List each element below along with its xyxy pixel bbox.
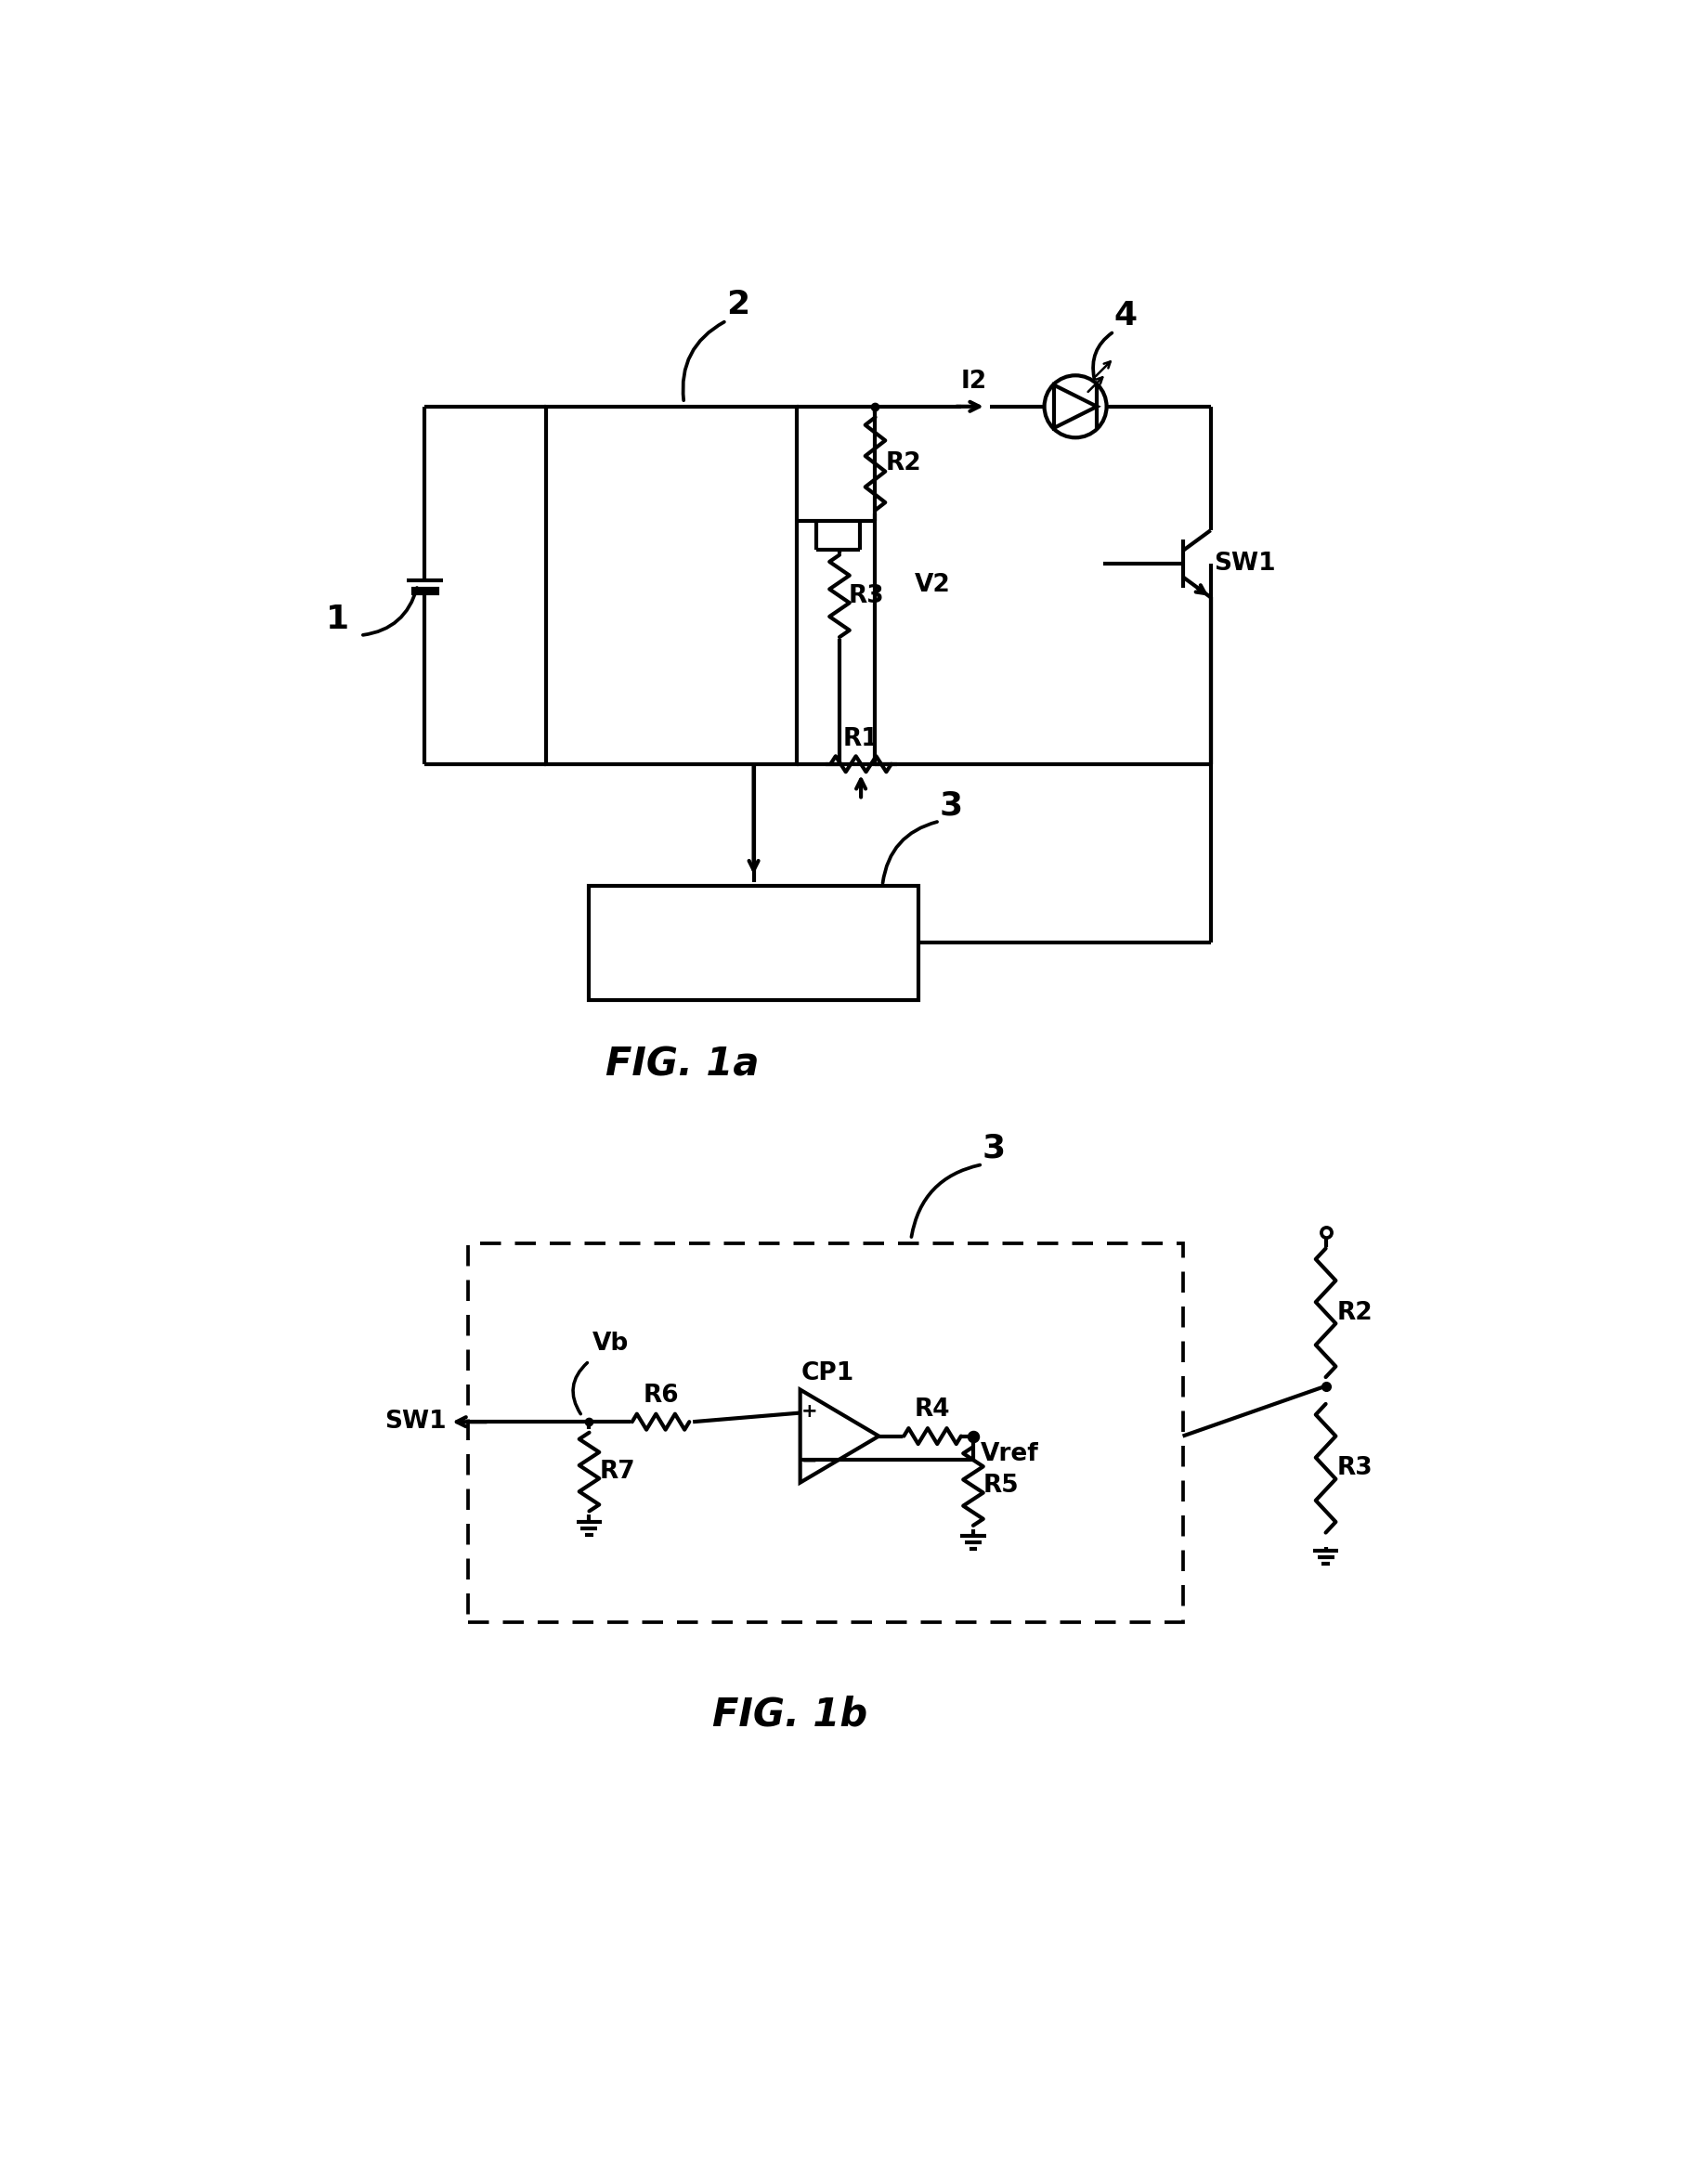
Text: R2: R2	[1337, 1302, 1373, 1326]
Text: V2: V2	[914, 572, 951, 598]
Text: 3: 3	[982, 1133, 1006, 1164]
Bar	[467, 1243, 1183, 1623]
Text: −: −	[801, 1452, 818, 1470]
Text: R7: R7	[598, 1459, 634, 1483]
Text: I2: I2	[962, 369, 987, 393]
Text: CP1: CP1	[801, 1361, 854, 1385]
Text: R4: R4	[914, 1398, 950, 1422]
Text: 4: 4	[1113, 299, 1137, 332]
Text: R5: R5	[984, 1474, 1020, 1498]
Text: 3: 3	[939, 791, 963, 821]
Text: 2: 2	[726, 288, 750, 321]
Bar	[546, 406, 796, 764]
Text: R3: R3	[847, 583, 883, 607]
Text: SW1: SW1	[384, 1409, 447, 1435]
Text: R2: R2	[885, 452, 921, 476]
Text: SW1: SW1	[1214, 553, 1277, 577]
Text: FIG. 1b: FIG. 1b	[711, 1695, 868, 1734]
Text: 1: 1	[326, 603, 350, 636]
Text: R1: R1	[842, 727, 880, 751]
Text: Vref: Vref	[980, 1441, 1038, 1465]
Bar	[590, 885, 919, 1000]
Text: Vb: Vb	[593, 1332, 629, 1356]
Text: FIG. 1a: FIG. 1a	[605, 1044, 759, 1083]
Text: R6: R6	[643, 1382, 679, 1406]
Text: R3: R3	[1337, 1457, 1373, 1481]
Text: +: +	[801, 1402, 818, 1422]
